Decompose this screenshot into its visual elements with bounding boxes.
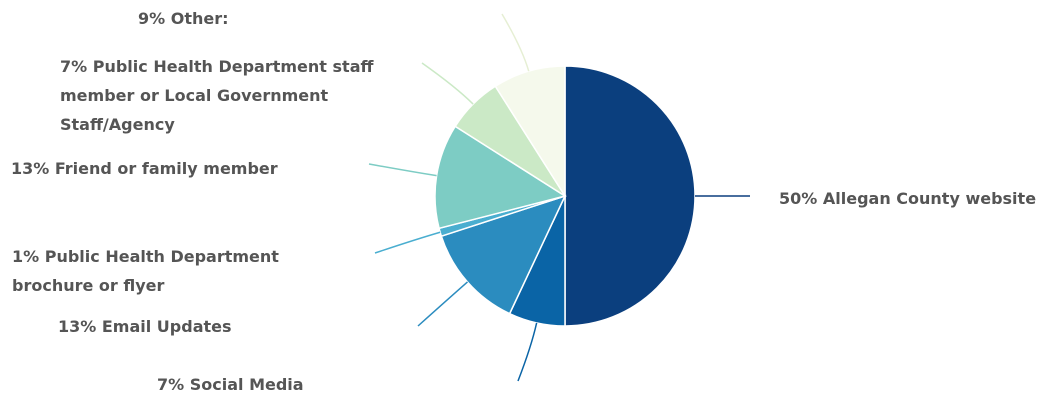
pie-slice-6 (494, 65, 566, 199)
leader-line-3 (374, 231, 441, 254)
pie-slice-0 (564, 65, 696, 327)
slice-label-staff-or-agency: 7% Public Health Department staff member… (60, 57, 374, 134)
slice-label-brochure-or-flyer: 1% Public Health Department brochure or … (12, 247, 279, 295)
leader-line-4 (368, 163, 437, 177)
slice-label-friend-or-family: 13% Friend or family member (11, 159, 278, 178)
leader-line-5 (421, 62, 474, 105)
slice-label-other: 9% Other: (138, 9, 229, 28)
leader-line-1 (517, 322, 538, 382)
leader-line-6 (501, 13, 530, 72)
slice-label-email-updates: 13% Email Updates (58, 317, 232, 336)
slice-label-social-media: 7% Social Media (157, 375, 304, 394)
leader-line-2 (417, 281, 468, 327)
slice-label-allegan-county-website: 50% Allegan County website (779, 189, 1037, 208)
